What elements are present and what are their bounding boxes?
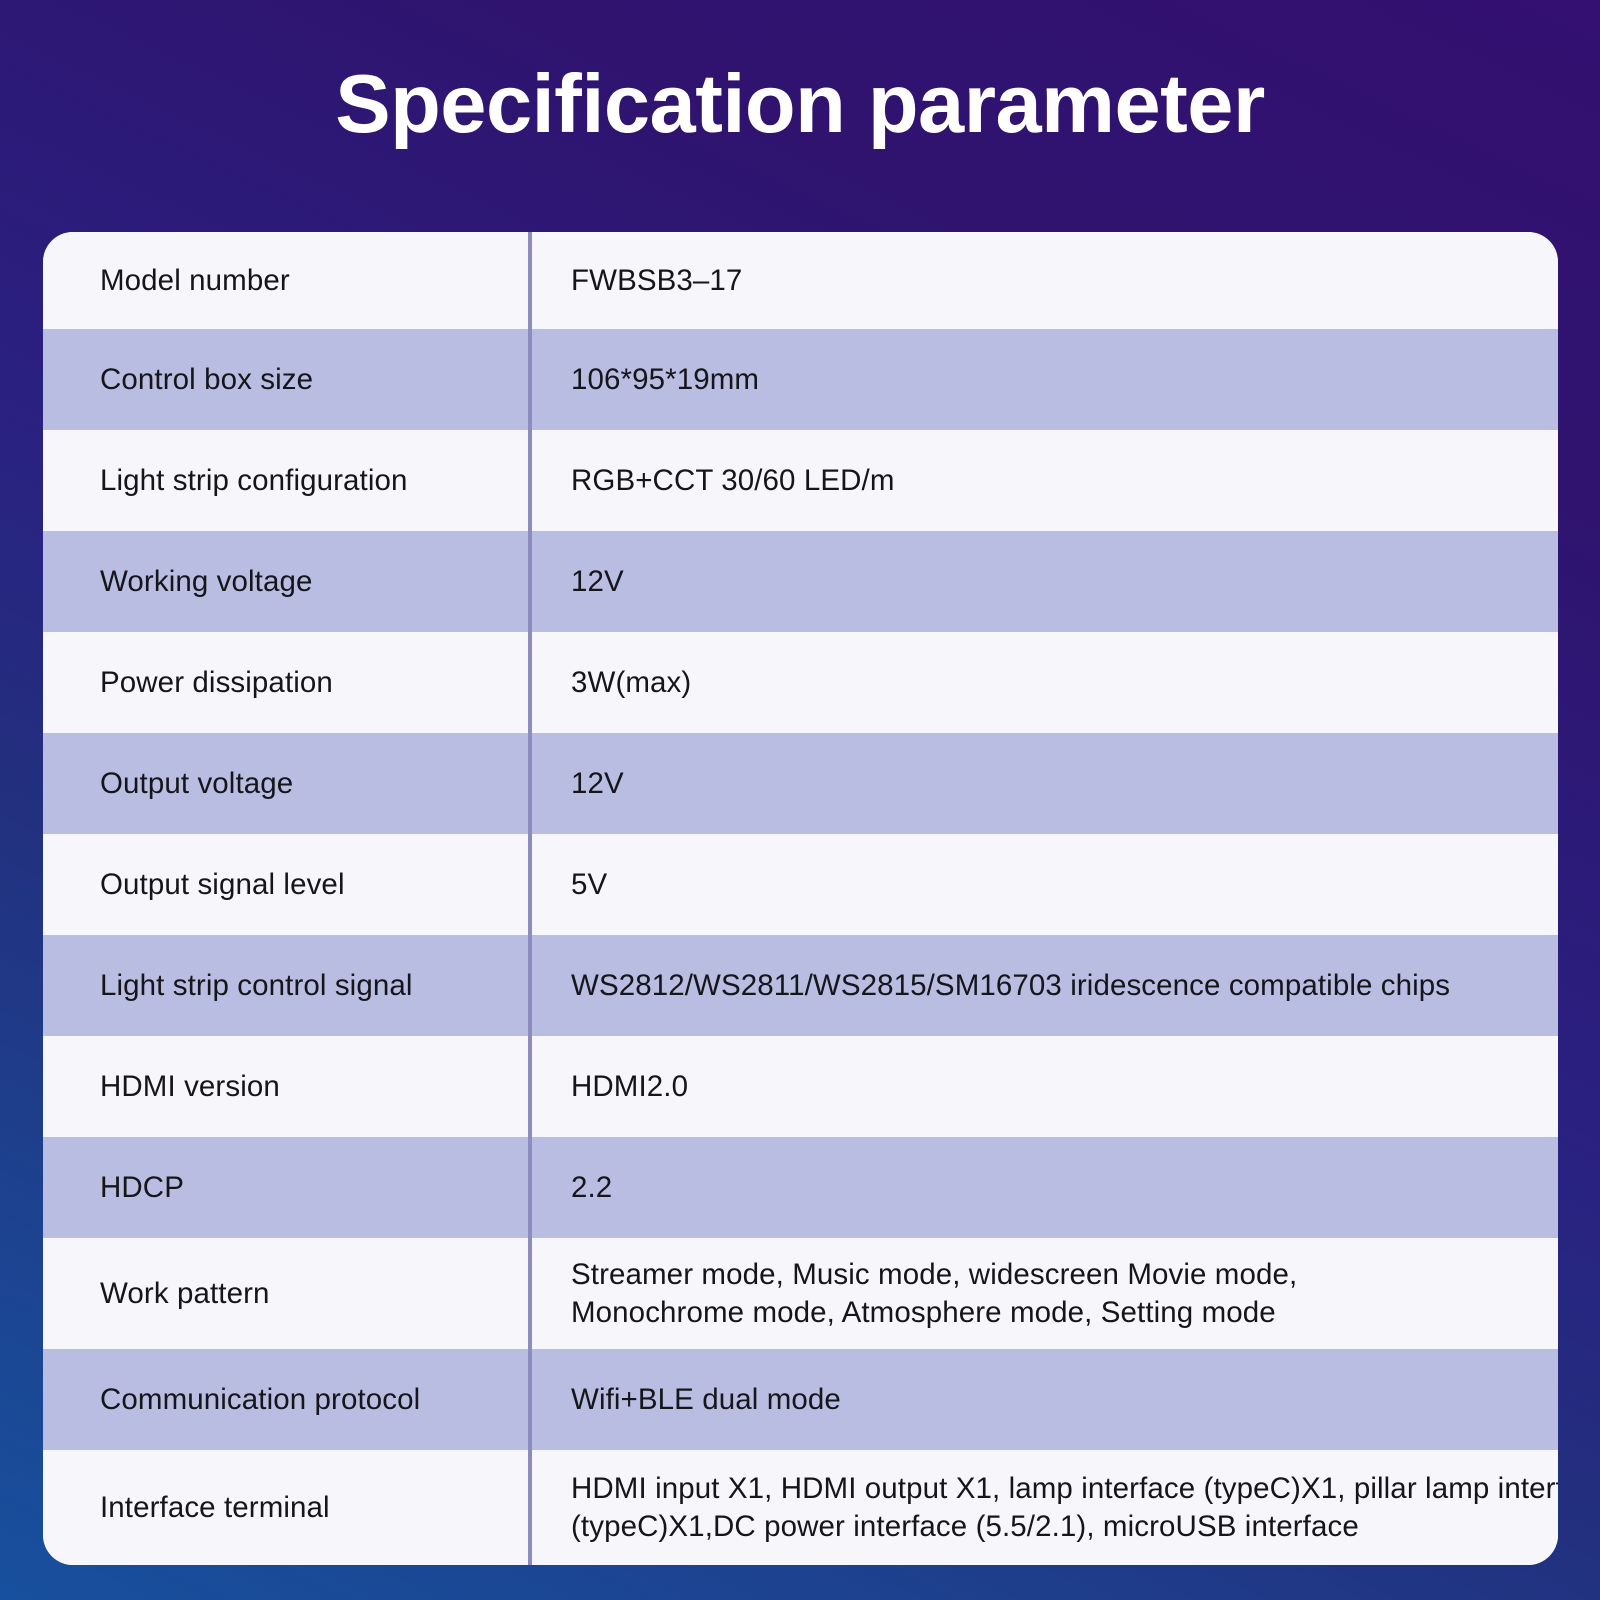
spec-label-cell: Control box size <box>43 329 532 430</box>
table-row: Output voltage 12V <box>43 733 1558 834</box>
spec-value-cell: 2.2 <box>530 1137 1558 1238</box>
spec-value-line: HDMI input X1, HDMI output X1, lamp inte… <box>571 1471 1558 1505</box>
spec-label-cell: HDCP <box>43 1137 532 1238</box>
spec-value-line: Streamer mode, Music mode, widescreen Mo… <box>571 1257 1298 1291</box>
spec-value-cell: HDMI input X1, HDMI output X1, lamp inte… <box>530 1450 1558 1565</box>
page-title: Specification parameter <box>335 57 1265 150</box>
specification-table: Model number FWBSB3–17 Control box size 106… <box>43 232 1558 1565</box>
spec-value-line: RGB+CCT 30/60 LED/m <box>571 463 895 497</box>
spec-value-cell: FWBSB3–17 <box>530 232 1558 329</box>
spec-value-line: 5V <box>571 867 608 901</box>
spec-value-cell: RGB+CCT 30/60 LED/m <box>530 430 1558 531</box>
table-row: Light strip control signal WS2812/WS2811/… <box>43 935 1558 1036</box>
spec-label-cell: Working voltage <box>43 531 532 632</box>
spec-label-cell: Light strip control signal <box>43 935 532 1036</box>
spec-value-line: WS2812/WS2811/WS2815/SM16703 iridescence… <box>571 968 1451 1002</box>
spec-value-line: 12V <box>571 564 624 598</box>
table-row: Work pattern Streamer mode, Music mode, w… <box>43 1238 1558 1349</box>
spec-label-cell: Model number <box>43 232 532 329</box>
table-row: HDMI version HDMI2.0 <box>43 1036 1558 1137</box>
spec-value-line: 3W(max) <box>571 665 692 699</box>
spec-label-cell: Work pattern <box>43 1238 532 1349</box>
spec-label-cell: Light strip configuration <box>43 430 532 531</box>
table-row: HDCP 2.2 <box>43 1137 1558 1238</box>
spec-value-cell: 12V <box>530 733 1558 834</box>
spec-value-cell: 12V <box>530 531 1558 632</box>
spec-value-line: HDMI2.0 <box>571 1069 689 1103</box>
table-row: Light strip configuration RGB+CCT 30/60 L… <box>43 430 1558 531</box>
spec-label-cell: HDMI version <box>43 1036 532 1137</box>
spec-value-cell: 3W(max) <box>530 632 1558 733</box>
spec-value-cell: WS2812/WS2811/WS2815/SM16703 iridescence… <box>530 935 1558 1036</box>
spec-value-cell: HDMI2.0 <box>530 1036 1558 1137</box>
spec-label-cell: Output signal level <box>43 834 532 935</box>
spec-label-cell: Power dissipation <box>43 632 532 733</box>
table-row: Power dissipation 3W(max) <box>43 632 1558 733</box>
table-row: Working voltage 12V <box>43 531 1558 632</box>
table-row: Control box size 106*95*19mm <box>43 329 1558 430</box>
spec-value-cell: 5V <box>530 834 1558 935</box>
spec-value-line: Monochrome mode, Atmosphere mode, Settin… <box>571 1295 1276 1329</box>
spec-value-line: Wifi+BLE dual mode <box>571 1382 841 1416</box>
table-row: Interface terminal HDMI input X1, HDMI ou… <box>43 1450 1558 1565</box>
spec-label-cell: Interface terminal <box>43 1450 532 1565</box>
spec-value-cell: Wifi+BLE dual mode <box>530 1349 1558 1450</box>
spec-value-line: (typeC)X1,DC power interface (5.5/2.1), … <box>571 1509 1359 1543</box>
spec-label-cell: Output voltage <box>43 733 532 834</box>
spec-value-cell: Streamer mode, Music mode, widescreen Mo… <box>530 1238 1558 1349</box>
spec-value-line: FWBSB3–17 <box>571 263 743 297</box>
spec-label-cell: Communication protocol <box>43 1349 532 1450</box>
table-row: Model number FWBSB3–17 <box>43 232 1558 329</box>
specification-table-card: Model number FWBSB3–17 Control box size 106… <box>43 232 1558 1565</box>
table-row: Output signal level 5V <box>43 834 1558 935</box>
spec-value-line: 12V <box>571 766 624 800</box>
spec-value-line: 2.2 <box>571 1170 613 1204</box>
table-row: Communication protocol Wifi+BLE dual mode <box>43 1349 1558 1450</box>
spec-value-cell: 106*95*19mm <box>530 329 1558 430</box>
spec-value-line: 106*95*19mm <box>571 362 760 396</box>
